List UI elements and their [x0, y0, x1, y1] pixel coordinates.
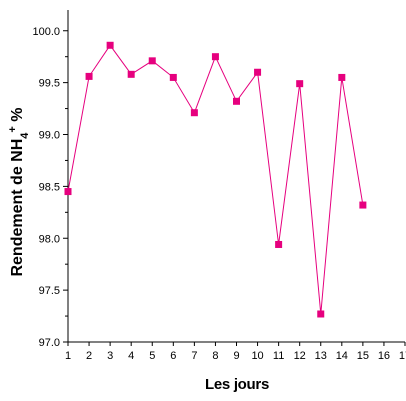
- data-point: [106, 41, 114, 49]
- data-point: [64, 188, 72, 196]
- x-tick-label: 16: [378, 350, 390, 362]
- x-tick-label: 8: [212, 350, 218, 362]
- data-point: [338, 73, 346, 81]
- x-tick-label: 7: [191, 350, 197, 362]
- x-axis-label: Les jours: [205, 376, 269, 393]
- y-axis-label-sup: +: [7, 126, 19, 132]
- x-ticks: 1234567891011121314151617: [65, 342, 406, 362]
- series-markers: [64, 41, 367, 318]
- x-tick-label: 11: [273, 350, 284, 362]
- x-tick-label: 9: [233, 350, 239, 362]
- y-tick-label: 98.0: [39, 233, 60, 245]
- y-axis-label-main: Rendement de NH: [9, 139, 26, 277]
- y-axis-label-tail: %: [9, 107, 26, 126]
- y-ticks: 97.0 97.5 98.0 98.5 99.0 99.5 100.0: [32, 26, 68, 349]
- data-point: [190, 109, 198, 117]
- y-tick-label: 100.0: [32, 26, 60, 38]
- y-tick-label: 97.5: [39, 285, 60, 297]
- y-tick-label: 97.0: [39, 337, 60, 349]
- x-tick-label: 10: [251, 350, 263, 362]
- data-point: [148, 57, 156, 65]
- y-axis-label: Rendement de NH4+ %: [7, 107, 31, 276]
- data-point: [254, 68, 262, 76]
- data-point: [211, 53, 219, 61]
- series-line: [67, 44, 364, 315]
- y-axis-label-sub: 4: [19, 132, 31, 139]
- x-tick-label: 5: [149, 350, 155, 362]
- data-point: [275, 240, 283, 248]
- axes: [67, 10, 405, 343]
- data-point: [317, 310, 325, 318]
- y-tick-label: 98.5: [39, 181, 60, 193]
- x-tick-label: 15: [357, 350, 369, 362]
- data-point: [127, 70, 135, 78]
- data-point: [296, 80, 304, 88]
- data-point: [359, 201, 367, 209]
- data-point: [85, 72, 93, 80]
- x-tick-label: 6: [170, 350, 176, 362]
- y-tick-label: 99.0: [39, 130, 60, 142]
- x-tick-label: 14: [336, 350, 348, 362]
- y-tick-label: 99.5: [39, 78, 60, 90]
- x-tick-label: 3: [107, 350, 113, 362]
- data-point: [233, 97, 240, 105]
- x-tick-label: 13: [315, 350, 327, 362]
- x-tick-label: 12: [294, 350, 306, 362]
- data-point: [169, 73, 177, 81]
- x-tick-label: 2: [86, 350, 92, 362]
- x-tick-label: 4: [128, 350, 134, 362]
- x-tick-label: 17: [399, 350, 406, 362]
- x-tick-label: 1: [65, 350, 71, 362]
